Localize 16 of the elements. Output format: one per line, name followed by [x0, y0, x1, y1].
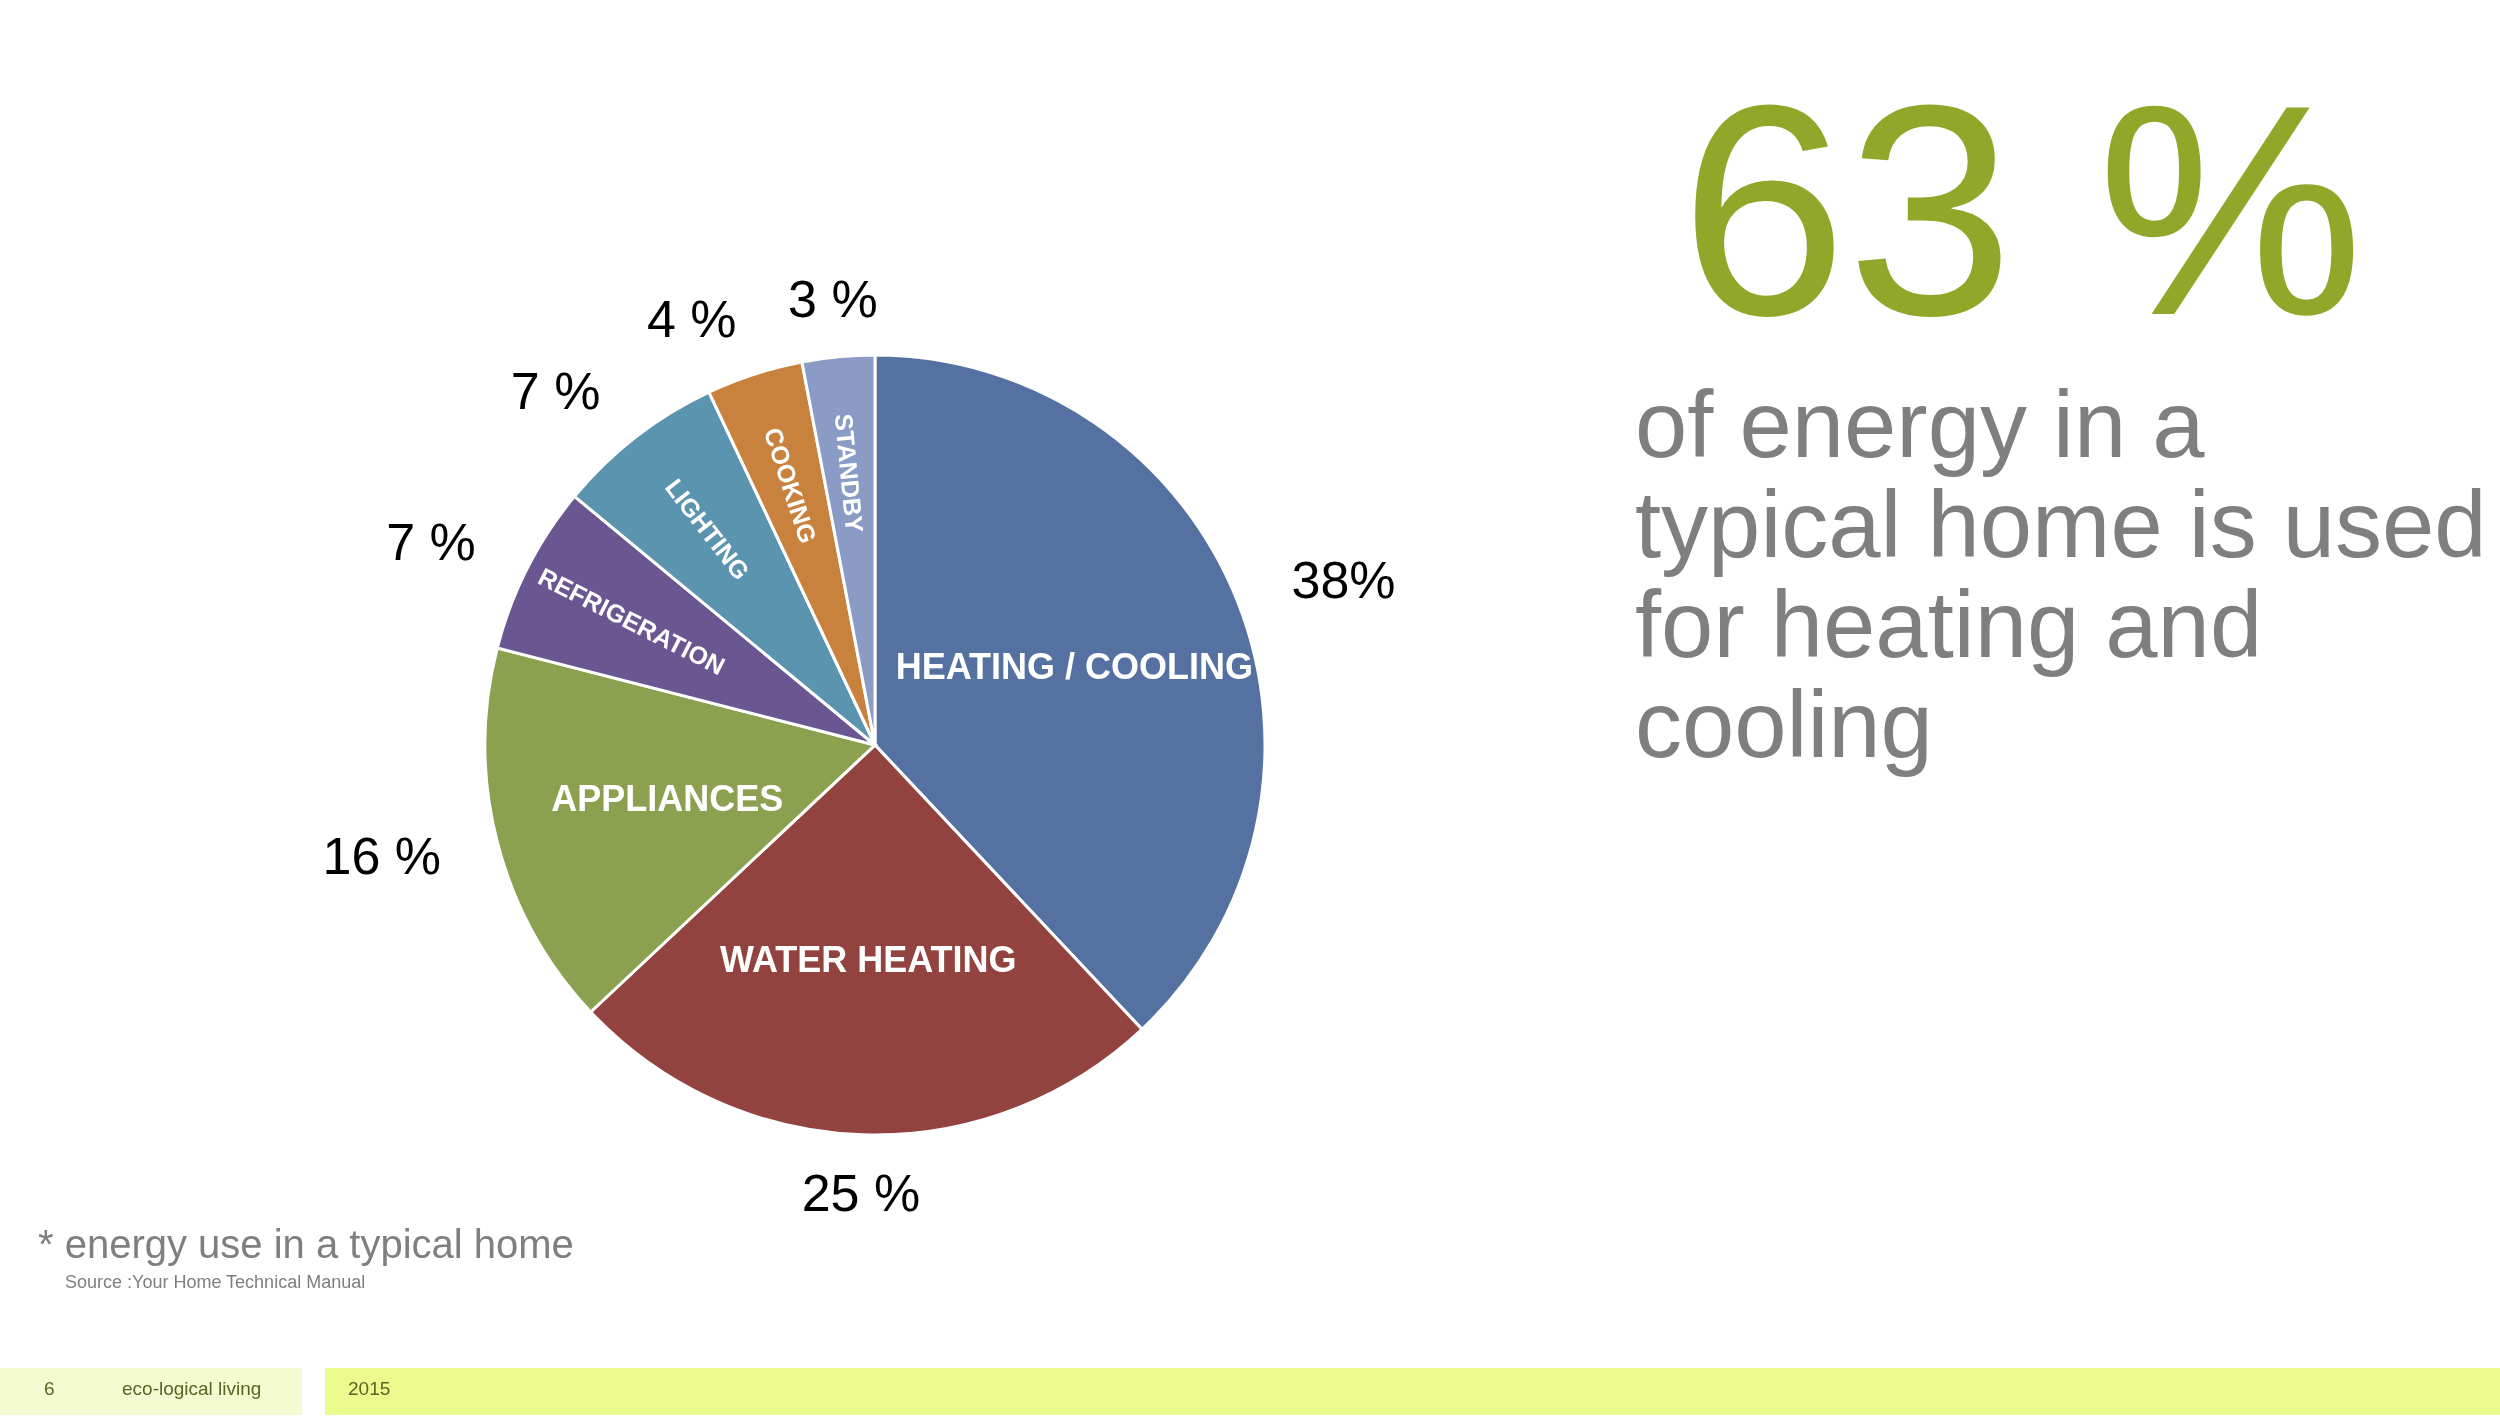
data-label: 4 %	[646, 289, 737, 348]
slice-label: APPLIANCES	[551, 777, 784, 819]
text: * energy use in a typical home	[38, 1222, 574, 1267]
text: 2015	[348, 1378, 391, 1400]
slice-label: HEATING / COOLING	[895, 645, 1254, 687]
source-note: Source :Your Home Technical Manual	[65, 1272, 366, 1293]
slice-label: STANDBY	[829, 412, 869, 535]
data-label: 7 %	[510, 362, 601, 421]
slice-label: WATER HEATING	[719, 938, 1017, 980]
text: 6	[44, 1378, 55, 1400]
data-label: 7 %	[386, 512, 476, 571]
text: eco-logical living	[122, 1378, 262, 1400]
data-label: 16 %	[322, 827, 442, 886]
data-label: 3 %	[788, 269, 878, 328]
data-label: 25 %	[801, 1163, 921, 1222]
data-label: 38%	[1291, 551, 1396, 610]
